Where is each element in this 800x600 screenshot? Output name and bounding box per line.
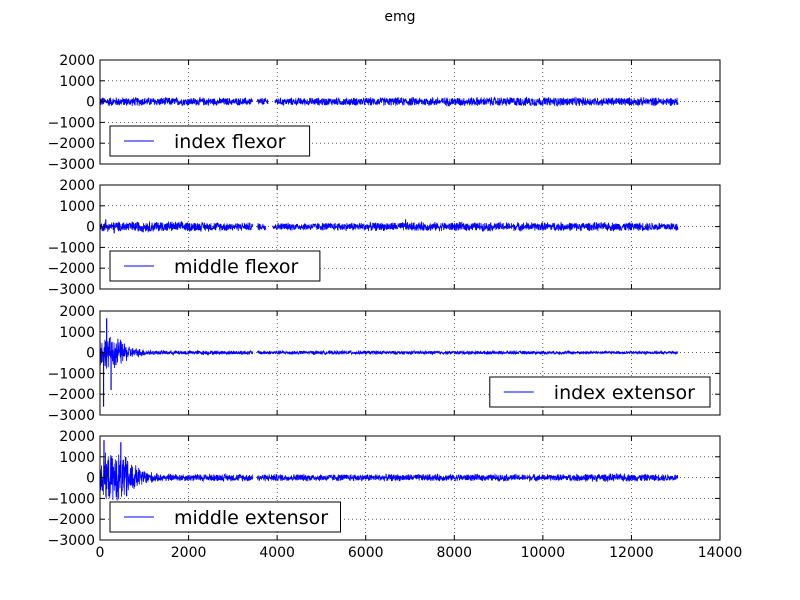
legend-label: middle extensor	[174, 507, 328, 529]
legend-label: index flexor	[174, 131, 286, 153]
y-tick-label: −2000	[48, 387, 95, 403]
x-axis	[99, 60, 721, 164]
series-line	[100, 452, 679, 501]
y-tick-label: −2000	[48, 512, 95, 528]
subplot-2: 2000 1000 0 −1000 −2000 −3000 middle flexor	[48, 178, 721, 298]
y-tick-label: −3000	[48, 533, 95, 549]
legend-label: middle flexor	[174, 256, 299, 278]
series-line	[100, 336, 679, 369]
y-tick-label: 0	[86, 220, 95, 236]
y-axis: 2000 1000 0 −1000 −2000 −3000	[48, 429, 720, 549]
series-line	[100, 220, 679, 233]
y-tick-label: 0	[86, 95, 95, 111]
x-tick-label: 12000	[609, 545, 654, 561]
x-axis: 0 2000 4000 6000 8000 10000 12000 14000	[96, 436, 743, 561]
x-tick-label: 8000	[436, 545, 472, 561]
y-tick-label: 2000	[59, 304, 95, 320]
y-tick-label: −1000	[48, 240, 95, 256]
y-tick-label: −1000	[48, 366, 95, 382]
legend: middle flexor	[109, 250, 321, 282]
y-tick-label: −3000	[48, 157, 95, 173]
legend-box	[109, 501, 341, 533]
y-tick-label: −1000	[48, 115, 95, 131]
x-tick-label: 14000	[698, 545, 743, 561]
y-tick-label: −2000	[48, 136, 95, 152]
series-line	[100, 96, 679, 108]
subplot-1: 2000 1000 0 −1000 −2000 −3000 index flexor	[48, 53, 721, 173]
chart-title: emg	[384, 9, 415, 25]
x-tick-label: 4000	[259, 545, 295, 561]
axes-frame	[99, 310, 721, 416]
axes-frame	[99, 59, 721, 165]
y-tick-label: 2000	[59, 178, 95, 194]
y-tick-label: 1000	[59, 325, 95, 341]
y-tick-label: 1000	[59, 199, 95, 215]
y-axis: 2000 1000 0 −1000 −2000 −3000	[48, 178, 720, 298]
axes-frame	[99, 184, 721, 290]
y-tick-label: −2000	[48, 261, 95, 277]
y-tick-label: 1000	[59, 450, 95, 466]
y-tick-label: 2000	[59, 53, 95, 69]
y-axis: 2000 1000 0 −1000 −2000 −3000	[48, 304, 720, 424]
legend-label: index extensor	[554, 382, 695, 404]
x-axis	[99, 185, 721, 289]
x-tick-label: 10000	[521, 545, 566, 561]
legend: index extensor	[489, 376, 711, 408]
y-tick-label: 2000	[59, 429, 95, 445]
y-tick-label: 0	[86, 346, 95, 362]
y-tick-label: −3000	[48, 408, 95, 424]
y-tick-label: 1000	[59, 74, 95, 90]
y-tick-label: −1000	[48, 491, 95, 507]
subplot-3: 2000 1000 0 −1000 −2000 −3000 index extensor	[48, 304, 721, 424]
legend: middle extensor	[109, 501, 341, 533]
x-tick-label: 6000	[348, 545, 384, 561]
y-tick-label: −3000	[48, 282, 95, 298]
legend: index flexor	[109, 125, 311, 157]
y-tick-label: 0	[86, 471, 95, 487]
x-tick-label: 0	[96, 545, 105, 561]
x-tick-label: 2000	[171, 545, 207, 561]
axes-frame	[99, 435, 721, 541]
y-axis: 2000 1000 0 −1000 −2000 −3000	[48, 53, 720, 173]
subplot-4: 0 2000 4000 6000 8000 10000 12000 1400020001000…	[48, 429, 743, 561]
x-axis	[99, 311, 721, 415]
